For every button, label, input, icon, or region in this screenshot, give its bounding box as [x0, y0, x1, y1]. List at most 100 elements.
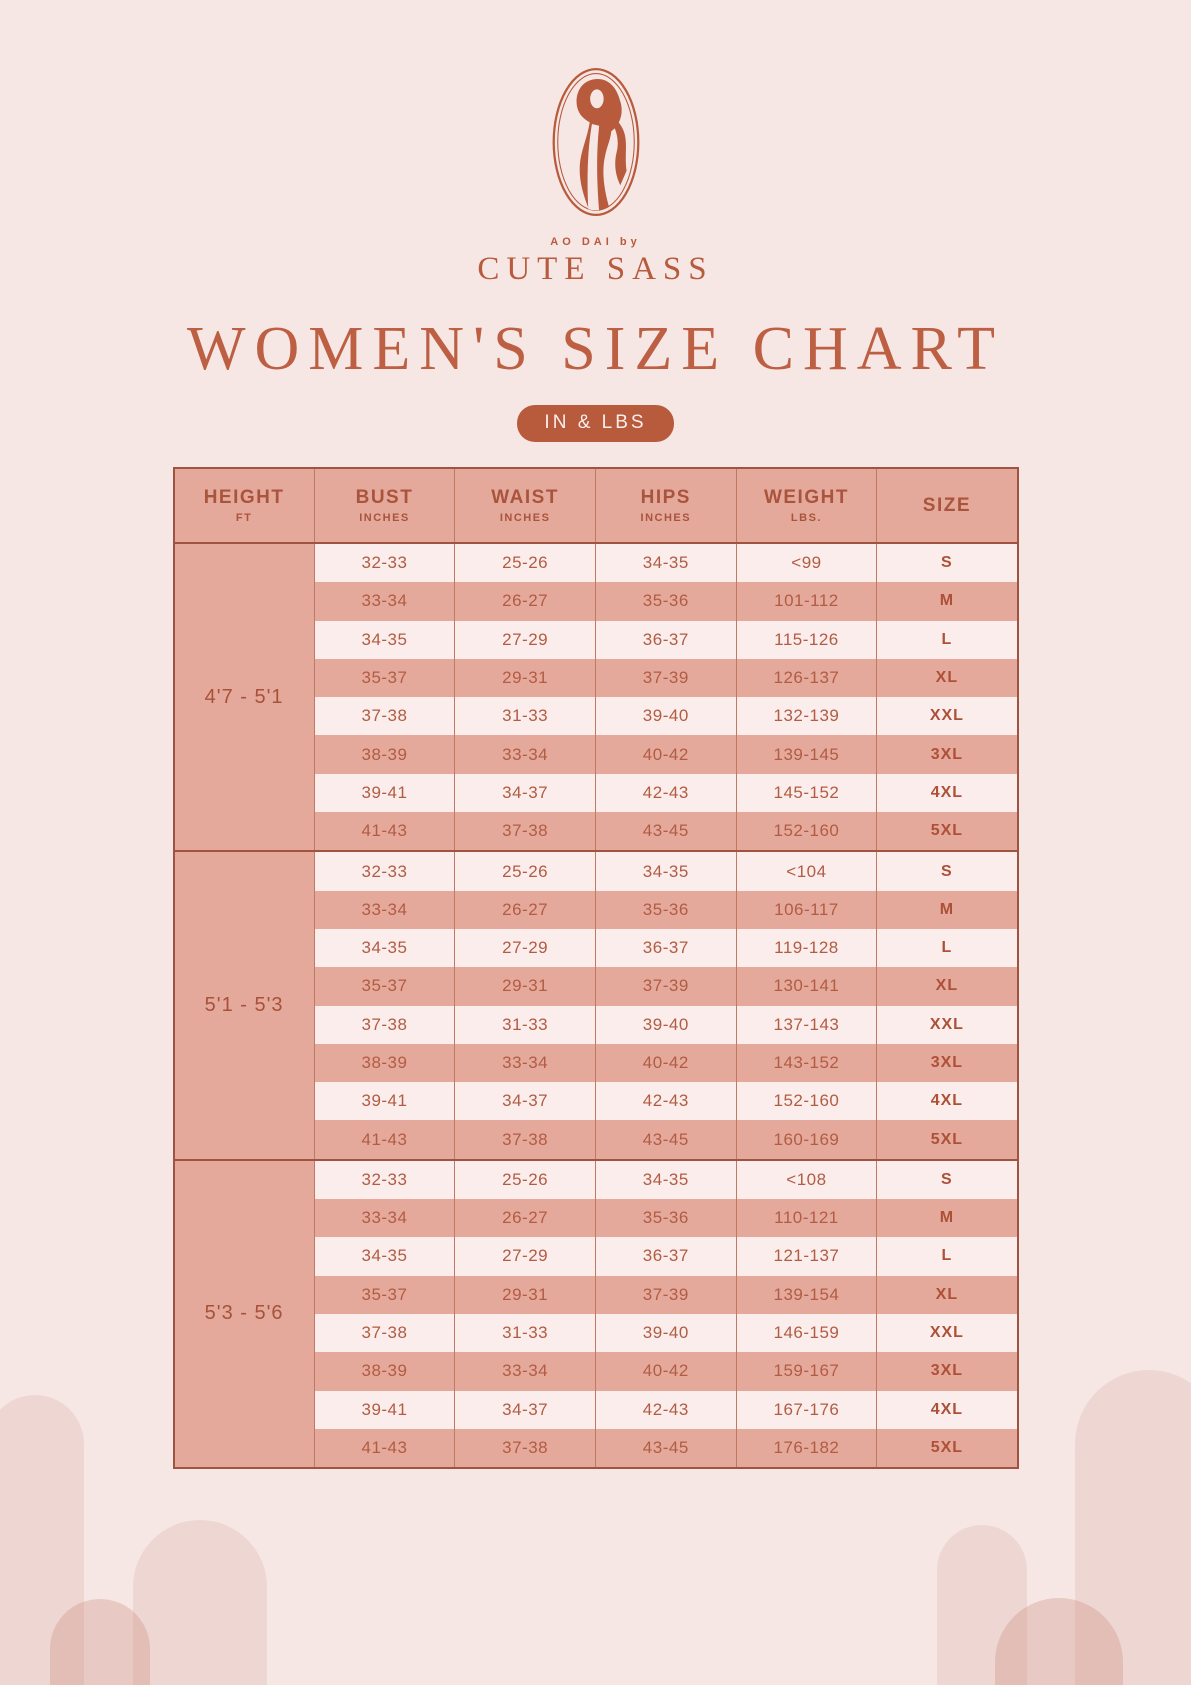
size-cell: 5XL	[876, 1120, 1018, 1160]
column-header-waist: WAIST INCHES	[454, 468, 596, 544]
size-cell: 4XL	[876, 1082, 1018, 1121]
hips-cell: 35-36	[594, 1199, 737, 1238]
bust-cell: 37-38	[313, 1005, 456, 1044]
waist-cell: 26-27	[454, 582, 596, 621]
table-row: 34-35 27-29 36-37 115-126 L	[174, 620, 1018, 659]
bust-cell: 37-38	[313, 1313, 456, 1353]
column-header-label: WEIGHT	[763, 487, 849, 508]
hips-cell: 37-39	[594, 1275, 737, 1314]
table-row: 33-34 26-27 35-36 106-117 M	[174, 890, 1018, 929]
bust-cell: 39-41	[313, 773, 456, 813]
bust-cell: 33-34	[313, 890, 456, 929]
size-cell: 4XL	[876, 773, 1018, 813]
waist-cell: 33-34	[454, 1043, 596, 1083]
bust-cell: 41-43	[313, 812, 456, 852]
column-header-label: HIPS	[640, 487, 691, 508]
bust-cell: 38-39	[313, 1043, 456, 1083]
waist-cell: 31-33	[454, 1005, 596, 1044]
size-cell: 3XL	[876, 1352, 1018, 1391]
decorative-arch	[50, 1599, 150, 1685]
table-row: 39-41 34-37 42-43 167-176 4XL	[174, 1390, 1018, 1429]
size-cell: 3XL	[876, 735, 1018, 774]
hips-cell: 39-40	[594, 1005, 737, 1044]
table-row: 38-39 33-34 40-42 143-152 3XL	[174, 1043, 1018, 1083]
column-header-label: HEIGHT	[203, 487, 285, 508]
table-row: 5'3 - 5'6 32-33 25-26 34-35 <108 S	[173, 1158, 1018, 1469]
waist-cell: 37-38	[454, 1120, 596, 1160]
waist-cell: 26-27	[454, 890, 596, 929]
waist-cell: 29-31	[454, 1275, 596, 1314]
brand-block: AO DAI by CUTE SASS	[0, 0, 1191, 288]
waist-cell: 34-37	[454, 1390, 596, 1429]
weight-cell: 159-167	[735, 1352, 878, 1391]
bust-cell: 32-33	[313, 850, 456, 891]
waist-cell: 27-29	[454, 928, 596, 968]
size-cell: L	[876, 1237, 1018, 1276]
decorative-arch	[0, 1395, 84, 1685]
table-row: 38-39 33-34 40-42 139-145 3XL	[174, 735, 1018, 774]
weight-cell: 126-137	[735, 658, 878, 698]
table-row: 41-43 37-38 43-45 160-169 5XL	[174, 1120, 1018, 1160]
waist-cell: 27-29	[454, 1237, 596, 1276]
height-group-cell: 5'1 - 5'3	[173, 850, 315, 1160]
page-title: WOMEN'S SIZE CHART	[187, 315, 1004, 383]
hips-cell: 40-42	[594, 1352, 737, 1391]
waist-cell: 26-27	[454, 1199, 596, 1238]
size-cell: XL	[876, 658, 1018, 698]
waist-cell: 25-26	[454, 541, 596, 583]
column-header-bust: BUST INCHES	[313, 468, 456, 544]
table-row: 37-38 31-33 39-40 137-143 XXL	[174, 1005, 1018, 1044]
bust-cell: 35-37	[313, 658, 456, 698]
hips-cell: 43-45	[594, 1120, 737, 1160]
hips-cell: 34-35	[594, 850, 737, 891]
waist-cell: 29-31	[454, 658, 596, 698]
weight-cell: 145-152	[735, 773, 878, 813]
header-row: HEIGHT FT BUST INCHES WAIST INCHES HIPS INCHES W…	[173, 468, 1018, 544]
size-cell: XXL	[876, 1313, 1018, 1353]
weight-cell: 160-169	[735, 1120, 878, 1160]
hips-cell: 36-37	[594, 928, 737, 968]
hips-cell: 43-45	[594, 1428, 737, 1469]
table-row: 34-35 27-29 36-37 119-128 L	[174, 928, 1018, 968]
column-header-weight: WEIGHT LBS.	[735, 468, 878, 544]
badge-wrap: IN & LBS	[0, 405, 1191, 442]
size-cell: L	[876, 620, 1018, 659]
size-table-header: HEIGHT FT BUST INCHES WAIST INCHES HIPS INCHES W…	[173, 468, 1018, 544]
waist-cell: 34-37	[454, 773, 596, 813]
waist-cell: 37-38	[454, 812, 596, 852]
brand-tagline: AO DAI by	[550, 236, 641, 248]
bust-cell: 39-41	[313, 1390, 456, 1429]
bust-cell: 33-34	[313, 582, 456, 621]
hips-cell: 37-39	[594, 967, 737, 1006]
hips-cell: 42-43	[594, 1390, 737, 1429]
column-header-label: SIZE	[922, 494, 971, 516]
table-row: 4'7 - 5'1 32-33 25-26 34-35 <99 S	[173, 541, 1018, 852]
size-cell: S	[876, 541, 1018, 583]
hips-cell: 34-35	[594, 541, 737, 583]
hips-cell: 35-36	[594, 890, 737, 929]
size-cell: L	[876, 928, 1018, 968]
weight-cell: 139-154	[735, 1275, 878, 1314]
column-header-size: SIZE	[876, 468, 1018, 544]
weight-cell: 132-139	[735, 697, 878, 736]
waist-cell: 31-33	[454, 697, 596, 736]
bust-cell: 39-41	[313, 1082, 456, 1121]
waist-cell: 34-37	[454, 1082, 596, 1121]
height-group-cell: 5'3 - 5'6	[173, 1158, 315, 1469]
waist-cell: 37-38	[454, 1428, 596, 1469]
size-cell: 4XL	[876, 1390, 1018, 1429]
bust-cell: 33-34	[313, 1199, 456, 1238]
decorative-arch	[995, 1598, 1123, 1685]
size-cell: XXL	[876, 697, 1018, 736]
size-cell: XXL	[876, 1005, 1018, 1044]
column-header-sub: INCHES	[359, 512, 410, 524]
table-row: 37-38 31-33 39-40 146-159 XXL	[174, 1313, 1018, 1353]
table-row: 41-43 37-38 43-45 152-160 5XL	[174, 812, 1018, 852]
waist-cell: 25-26	[454, 1158, 596, 1200]
weight-cell: <108	[735, 1158, 878, 1200]
table-row: 33-34 26-27 35-36 101-112 M	[174, 582, 1018, 621]
weight-cell: 110-121	[735, 1199, 878, 1238]
hips-cell: 36-37	[594, 620, 737, 659]
hips-cell: 36-37	[594, 1237, 737, 1276]
table-row: 35-37 29-31 37-39 126-137 XL	[174, 658, 1018, 698]
